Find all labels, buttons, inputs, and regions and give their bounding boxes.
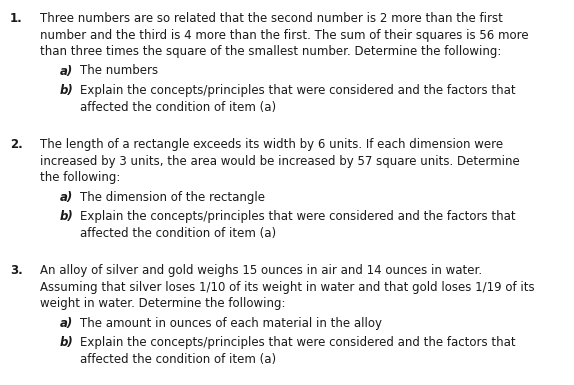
Text: The dimension of the rectangle: The dimension of the rectangle — [80, 191, 265, 204]
Text: The length of a rectangle exceeds its width by 6 units. If each dimension were: The length of a rectangle exceeds its wi… — [40, 138, 503, 151]
Text: affected the condition of item (a): affected the condition of item (a) — [80, 353, 276, 365]
Text: Explain the concepts/principles that were considered and the factors that: Explain the concepts/principles that wer… — [80, 84, 515, 97]
Text: b): b) — [60, 210, 73, 223]
Text: a): a) — [60, 65, 73, 77]
Text: Explain the concepts/principles that were considered and the factors that: Explain the concepts/principles that wer… — [80, 210, 515, 223]
Text: b): b) — [60, 84, 73, 97]
Text: Assuming that silver loses 1/10 of its weight in water and that gold loses 1/19 : Assuming that silver loses 1/10 of its w… — [40, 281, 534, 293]
Text: The numbers: The numbers — [80, 65, 158, 77]
Text: The amount in ounces of each material in the alloy: The amount in ounces of each material in… — [80, 316, 382, 330]
Text: than three times the square of the smallest number. Determine the following:: than three times the square of the small… — [40, 45, 501, 58]
Text: weight in water. Determine the following:: weight in water. Determine the following… — [40, 297, 285, 310]
Text: b): b) — [60, 336, 73, 349]
Text: increased by 3 units, the area would be increased by 57 square units. Determine: increased by 3 units, the area would be … — [40, 154, 519, 167]
Text: An alloy of silver and gold weighs 15 ounces in air and 14 ounces in water.: An alloy of silver and gold weighs 15 ou… — [40, 264, 482, 277]
Text: affected the condition of item (a): affected the condition of item (a) — [80, 100, 276, 114]
Text: 3.: 3. — [10, 264, 23, 277]
Text: 1.: 1. — [10, 12, 23, 25]
Text: a): a) — [60, 316, 73, 330]
Text: the following:: the following: — [40, 171, 121, 184]
Text: Explain the concepts/principles that were considered and the factors that: Explain the concepts/principles that wer… — [80, 336, 515, 349]
Text: number and the third is 4 more than the first. The sum of their squares is 56 mo: number and the third is 4 more than the … — [40, 28, 529, 42]
Text: a): a) — [60, 191, 73, 204]
Text: affected the condition of item (a): affected the condition of item (a) — [80, 226, 276, 239]
Text: Three numbers are so related that the second number is 2 more than the first: Three numbers are so related that the se… — [40, 12, 503, 25]
Text: 2.: 2. — [10, 138, 23, 151]
